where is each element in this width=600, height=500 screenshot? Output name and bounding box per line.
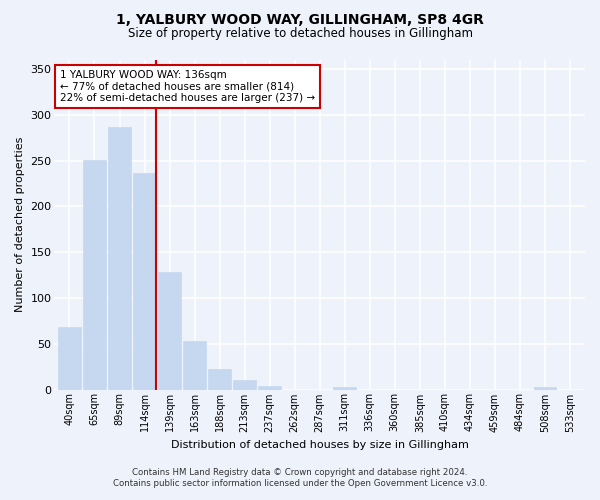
Bar bbox=[533, 387, 556, 390]
Text: 1, YALBURY WOOD WAY, GILLINGHAM, SP8 4GR: 1, YALBURY WOOD WAY, GILLINGHAM, SP8 4GR bbox=[116, 12, 484, 26]
Text: Size of property relative to detached houses in Gillingham: Size of property relative to detached ho… bbox=[128, 28, 473, 40]
Bar bbox=[108, 127, 131, 390]
Bar bbox=[83, 160, 106, 390]
Bar bbox=[208, 370, 231, 390]
Bar bbox=[233, 380, 256, 390]
Bar bbox=[334, 387, 356, 390]
Y-axis label: Number of detached properties: Number of detached properties bbox=[15, 137, 25, 312]
X-axis label: Distribution of detached houses by size in Gillingham: Distribution of detached houses by size … bbox=[171, 440, 469, 450]
Bar bbox=[184, 341, 206, 390]
Text: 1 YALBURY WOOD WAY: 136sqm
← 77% of detached houses are smaller (814)
22% of sem: 1 YALBURY WOOD WAY: 136sqm ← 77% of deta… bbox=[60, 70, 315, 103]
Bar bbox=[259, 386, 281, 390]
Bar bbox=[58, 328, 81, 390]
Bar bbox=[158, 272, 181, 390]
Bar bbox=[133, 172, 156, 390]
Text: Contains HM Land Registry data © Crown copyright and database right 2024.
Contai: Contains HM Land Registry data © Crown c… bbox=[113, 468, 487, 487]
